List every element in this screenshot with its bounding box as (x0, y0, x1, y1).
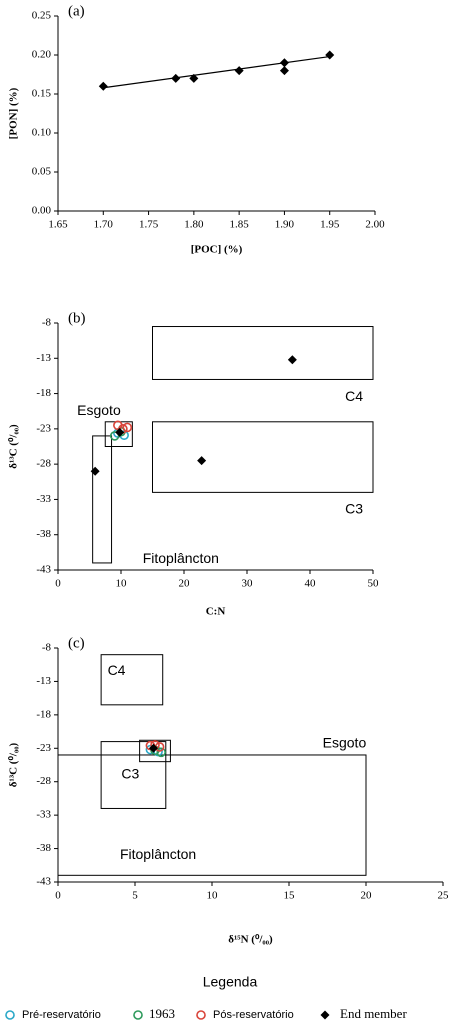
region-box (100, 654, 164, 706)
annotation: C3 (345, 501, 363, 517)
point (234, 66, 244, 76)
annotation: Fitoplâncton (143, 550, 219, 566)
annotation: Fitoplâncton (120, 846, 196, 862)
legend-label: Pré-reservatório (22, 1009, 101, 1021)
y-tick-label: -18 (36, 708, 51, 720)
x-tick-label: 1.90 (275, 219, 295, 231)
legend-marker (320, 1010, 330, 1020)
point (115, 427, 125, 437)
y-tick-label: -28 (36, 458, 51, 470)
point (98, 81, 108, 91)
y-tick-label: 0.10 (32, 127, 52, 139)
y-tick-label: -38 (36, 842, 51, 854)
trend-line (103, 55, 330, 89)
point (156, 747, 166, 758)
x-axis-label: [POC] (%) (191, 244, 243, 256)
panel-label: (a) (68, 3, 85, 19)
x-tick-label: 2.00 (365, 219, 385, 231)
x-tick-label: 20 (179, 578, 191, 590)
point (197, 456, 207, 466)
y-tick-label: 0.15 (32, 88, 52, 100)
y-axis-label: δ¹³C (⁰/₀₀) (8, 424, 20, 469)
x-tick-label: 15 (284, 890, 296, 902)
y-tick-label: -8 (42, 317, 52, 329)
x-tick-label: 1.65 (48, 219, 68, 231)
annotation: C4 (345, 388, 363, 404)
point (109, 431, 120, 441)
point (148, 743, 158, 753)
y-tick-label: -23 (36, 422, 51, 434)
y-tick-label: -13 (36, 675, 51, 687)
x-tick-label: 1.75 (139, 219, 159, 231)
region-box (152, 421, 374, 493)
region-box (152, 326, 374, 380)
legend-title: Legenda (203, 974, 258, 990)
legend-label: Pós-reservatório (213, 1009, 294, 1021)
x-tick-label: 10 (207, 890, 219, 902)
legend-marker (133, 1010, 143, 1020)
x-tick-label: 30 (242, 578, 254, 590)
x-tick-label: 1.70 (94, 219, 114, 231)
y-tick-label: -43 (36, 876, 51, 888)
x-tick-label: 0 (55, 578, 61, 590)
legend-marker (196, 1010, 206, 1020)
x-tick-label: 40 (305, 578, 317, 590)
y-axis-label: [PON] (%) (8, 87, 20, 139)
x-axis-label: C:N (206, 606, 226, 618)
point (325, 50, 335, 60)
point (189, 73, 199, 83)
point (287, 355, 297, 365)
point (279, 66, 289, 76)
point (279, 58, 289, 68)
annotation: C4 (108, 662, 126, 678)
y-tick-label: -38 (36, 528, 51, 540)
x-tick-label: 20 (361, 890, 373, 902)
point (90, 466, 100, 476)
y-tick-label: -33 (36, 493, 51, 505)
y-tick-label: -18 (36, 387, 51, 399)
legend-label: 1963 (149, 1006, 175, 1021)
y-tick-label: 0.00 (32, 205, 52, 217)
annotation: Esgoto (323, 734, 367, 750)
point (122, 422, 133, 433)
x-tick-label: 50 (368, 578, 380, 590)
legend-marker (5, 1010, 15, 1020)
region-box (57, 754, 367, 876)
y-tick-label: -33 (36, 809, 51, 821)
y-tick-label: 0.20 (32, 49, 52, 61)
x-tick-label: 1.95 (320, 219, 340, 231)
y-tick-label: -28 (36, 775, 51, 787)
annotation: Esgoto (77, 402, 121, 418)
annotation: C3 (121, 766, 139, 782)
y-tick-label: 0.25 (32, 10, 52, 22)
x-tick-label: 25 (438, 890, 450, 902)
x-tick-label: 1.85 (230, 219, 250, 231)
y-axis-label: δ¹³C (⁰/₀₀) (8, 742, 20, 787)
y-tick-label: -8 (42, 642, 52, 654)
legend-label: End member (340, 1006, 407, 1021)
y-tick-label: -13 (36, 352, 51, 364)
panel-label: (c) (68, 635, 85, 651)
region-box (92, 435, 113, 564)
panel-label: (b) (68, 310, 86, 326)
point (171, 73, 181, 83)
y-tick-label: 0.05 (32, 166, 52, 178)
region-box (100, 741, 167, 809)
x-tick-label: 0 (55, 890, 61, 902)
x-tick-label: 10 (116, 578, 128, 590)
y-tick-label: -23 (36, 742, 51, 754)
x-axis-label: δ¹⁵N (⁰/₀₀) (228, 934, 273, 946)
x-tick-label: 5 (132, 890, 138, 902)
y-tick-label: -43 (36, 564, 51, 576)
x-tick-label: 1.80 (184, 219, 204, 231)
